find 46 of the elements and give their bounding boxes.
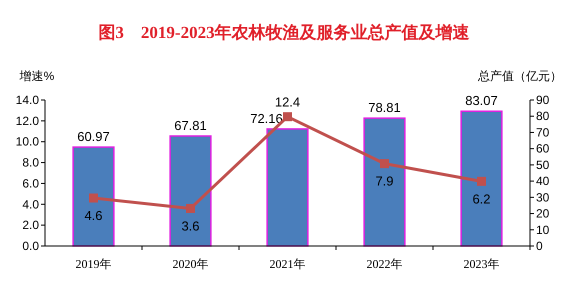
y2-tick-label: 90 (536, 93, 550, 107)
data-label: 7.9 (375, 174, 394, 189)
y2-axis-title: 总产值（亿元） (477, 69, 562, 83)
y2-tick-label: 10 (536, 222, 550, 237)
x-tick-label: 2019年 (76, 257, 112, 271)
x-tick-label: 2020年 (172, 257, 208, 271)
y-tick-label: 2.0 (22, 218, 40, 232)
point (283, 112, 292, 122)
y2-tick-label: 0 (536, 239, 543, 253)
bar (72, 146, 115, 247)
x-tick-label: 2023年 (464, 257, 500, 271)
point (89, 194, 98, 203)
y-tick-label: 4.0 (22, 197, 40, 212)
bar (266, 128, 309, 247)
y2-tick-label: 80 (536, 109, 550, 124)
data-label: 6.2 (472, 191, 491, 206)
y2-tick-label: 20 (536, 206, 550, 221)
x-tick-label: 2022年 (366, 257, 402, 271)
y-tick-label: 14.0 (16, 93, 40, 107)
point (477, 176, 486, 186)
data-label: 12.4 (274, 94, 300, 110)
data-label: 78.81 (368, 100, 401, 116)
y-tick-label: 0.0 (22, 239, 40, 253)
y-tick-label: 12.0 (16, 114, 40, 128)
data-label: 83.07 (465, 93, 498, 108)
data-label: 67.81 (174, 118, 207, 133)
y2-tick-label: 40 (536, 174, 550, 188)
y-tick-label: 10.0 (16, 134, 40, 149)
point (380, 159, 389, 168)
y2-tick-label: 60 (536, 142, 550, 156)
y2-tick-label: 30 (536, 190, 550, 204)
bar (460, 110, 503, 247)
data-label: 72.16 (250, 110, 283, 126)
data-label: 60.97 (77, 129, 110, 144)
point (186, 204, 195, 213)
bar (363, 117, 406, 247)
y2-tick-label: 50 (536, 158, 550, 172)
x-tick-label: 2021年 (270, 257, 306, 271)
data-label: 3.6 (181, 218, 200, 234)
y-tick-label: 6.0 (22, 176, 40, 190)
bar (169, 135, 212, 247)
y-axis-title: 增速% (18, 69, 55, 83)
y-tick-label: 8.0 (22, 156, 40, 170)
chart-title: 图3 2019-2023年农林牧渔及服务业总产值及增速 (98, 23, 470, 42)
data-label: 4.6 (84, 208, 103, 224)
y2-tick-label: 70 (536, 125, 550, 140)
